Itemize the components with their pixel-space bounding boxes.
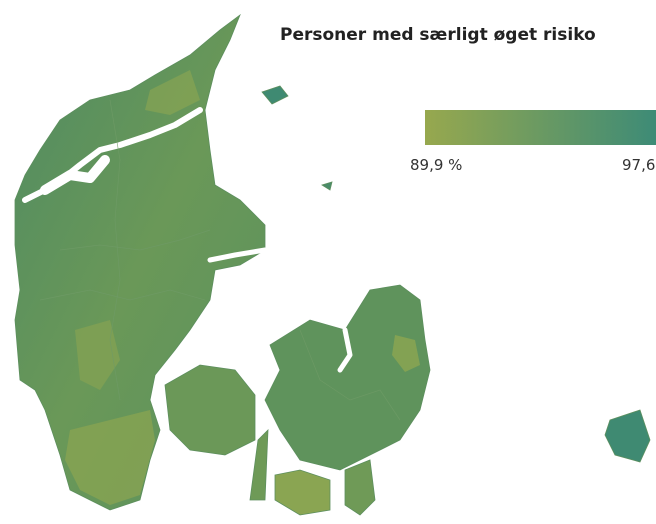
- legend-max-label: 97,6: [622, 156, 655, 174]
- chart-title: Personer med særligt øget risiko: [280, 25, 596, 45]
- limfjord-bay: [40, 155, 110, 195]
- municipal-borders: [39, 289, 206, 301]
- fjord-east: [207, 247, 268, 263]
- falster: [344, 459, 376, 516]
- langeland: [249, 428, 269, 501]
- lolland: [274, 469, 331, 516]
- zealand: [264, 284, 431, 471]
- anholt: [321, 181, 333, 191]
- denmark-map: [14, 13, 651, 516]
- region-south: [65, 410, 155, 505]
- funen: [164, 364, 256, 456]
- municipal-borders: [59, 229, 211, 251]
- jutland: [14, 13, 266, 511]
- region-north: [145, 70, 200, 115]
- isefjord: [337, 327, 353, 373]
- laeso: [261, 85, 289, 105]
- region-mid: [75, 320, 120, 390]
- bornholm: [604, 409, 651, 463]
- copenhagen-area: [392, 335, 420, 372]
- municipal-borders: [299, 329, 401, 421]
- municipal-borders: [109, 99, 121, 401]
- legend-min-label: 89,9 %: [410, 156, 462, 174]
- legend-gradient: [425, 110, 656, 145]
